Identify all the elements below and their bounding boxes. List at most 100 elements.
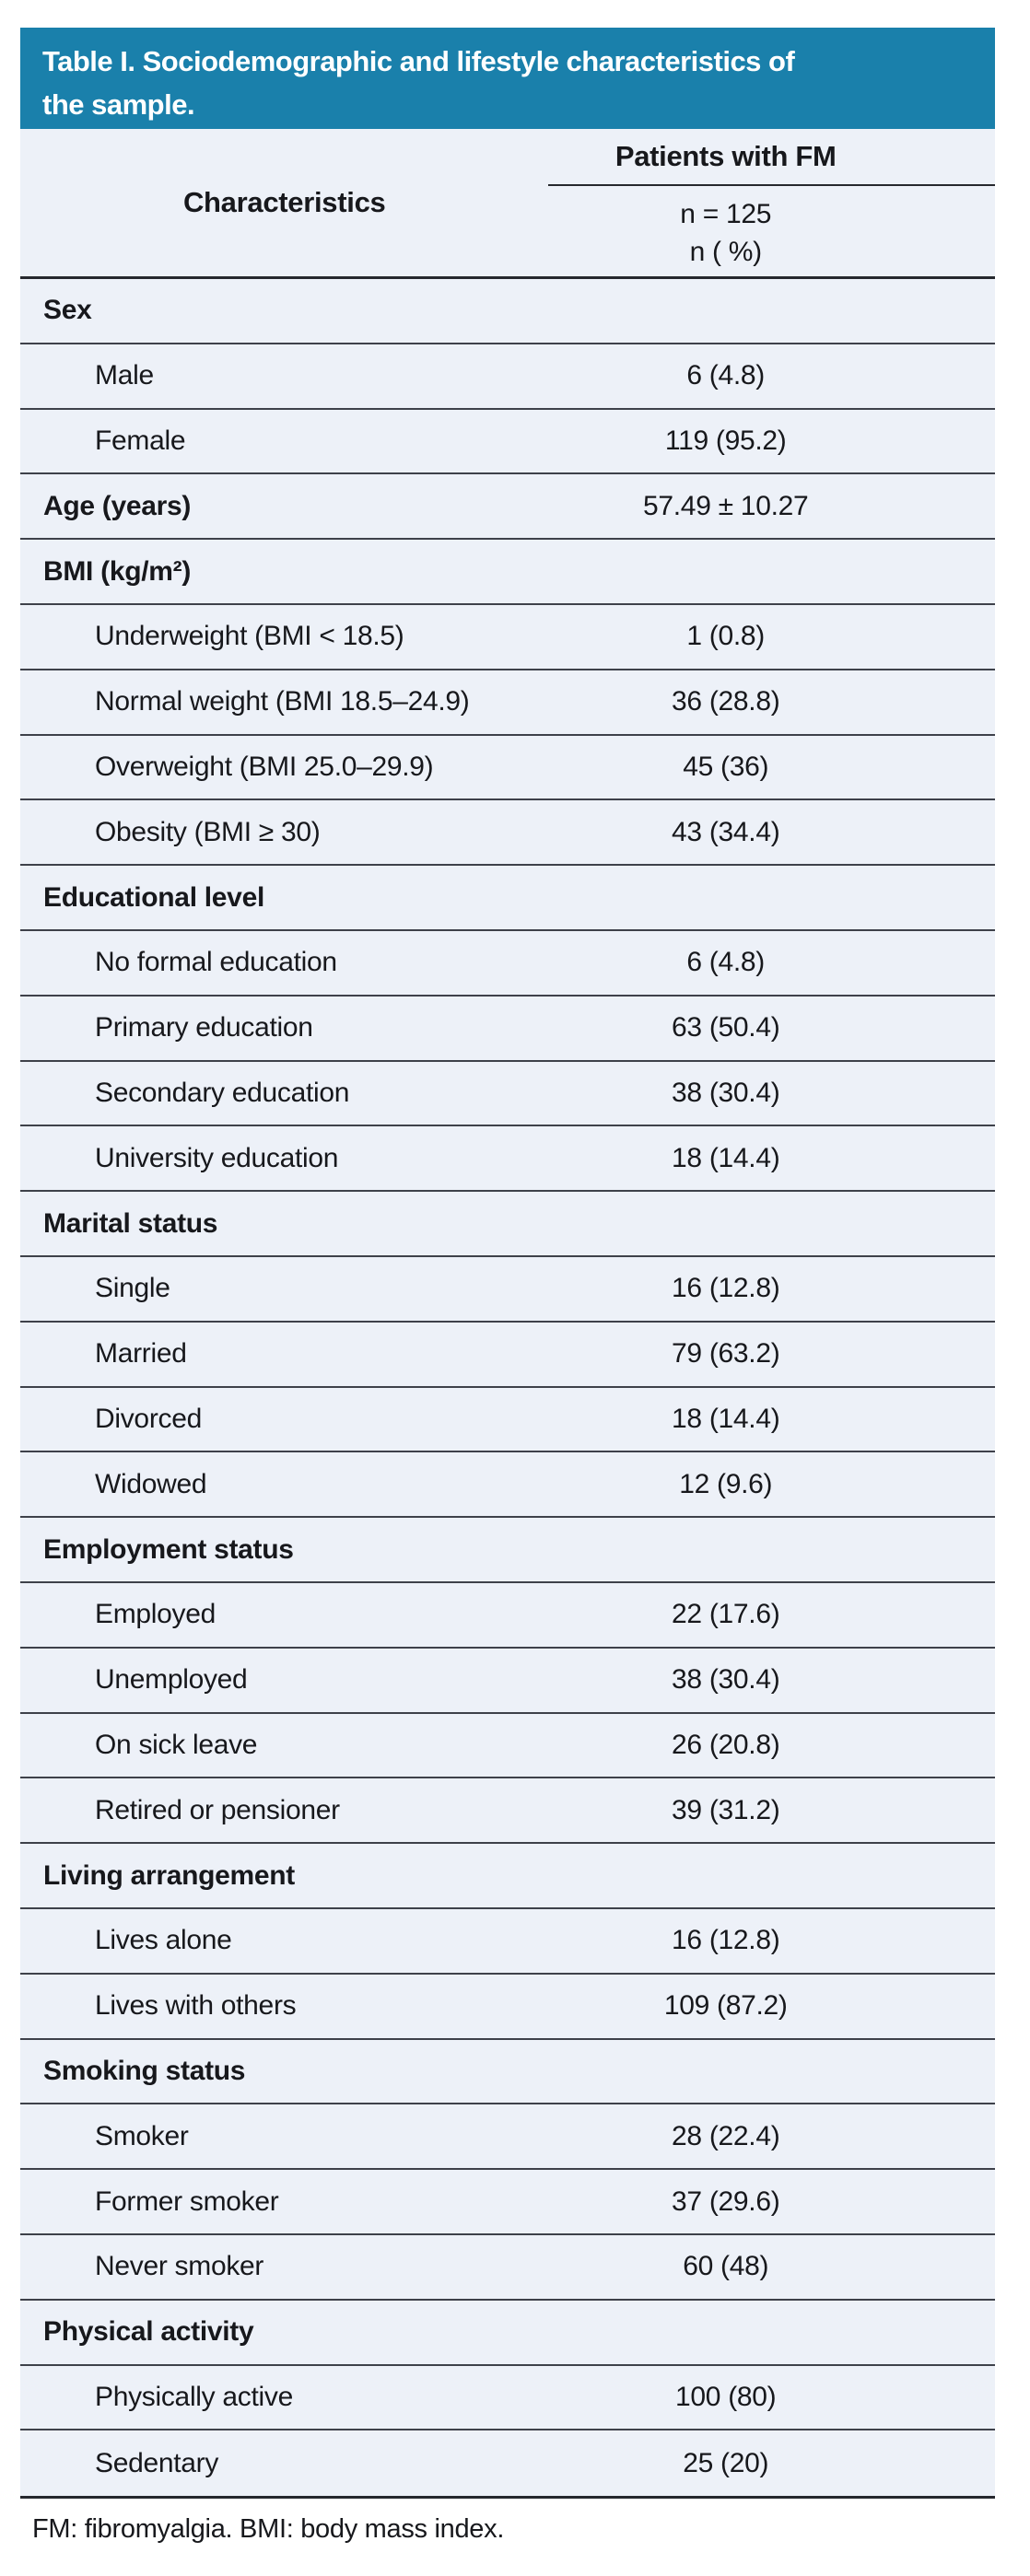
section-row: Marital status [20,1192,995,1257]
table-body: Sex Male 6 (4.8) Female 119 (95.2) Age (years… [20,279,995,2500]
row-value: 22 (17.6) [672,1599,780,1630]
section-row: Age (years) 57.49 ± 10.27 [20,474,995,541]
sample-size-label: n = 125 [680,199,772,229]
table-row: Divorced 18 (14.4) [20,1387,995,1453]
section-row: Living arrangement [20,1844,995,1909]
row-label: Lives alone [95,1925,232,1956]
table-row: Never smoker 60 (48) [20,2234,995,2301]
table-row: Normal weight (BMI 18.5–24.9) 36 (28.8) [20,670,995,736]
table-row: Single 16 (12.8) [20,1256,995,1323]
row-value: 16 (12.8) [672,1273,780,1304]
row-label: Former smoker [95,2186,279,2217]
row-value: 37 (29.6) [672,2186,780,2217]
row-label: Male [95,360,154,391]
sociodemographic-table: Table I. Sociodemographic and lifestyle … [20,28,995,2500]
n-percent-label: n ( %) [689,237,763,267]
row-label: On sick leave [95,1729,258,1760]
row-label: Age (years) [43,490,192,521]
row-label: Secondary education [95,1077,350,1108]
patients-with-fm-label: Patients with FM [614,140,837,172]
row-label: Sex [43,295,92,326]
table-row: Lives with others 109 (87.2) [20,1974,995,2040]
row-label: Divorced [95,1403,202,1434]
row-value: 38 (30.4) [672,1077,780,1108]
row-value: 36 (28.8) [672,686,780,717]
section-row: Educational level [20,866,995,931]
row-value: 63 (50.4) [672,1012,780,1043]
section-row: Physical activity [20,2300,995,2366]
table-row: Lives alone 16 (12.8) [20,1908,995,1975]
table-row: Physically active 100 (80) [20,2365,995,2431]
table-row: Smoker 28 (22.4) [20,2104,995,2171]
table-row: Unemployed 38 (30.4) [20,1648,995,1714]
table-title-line1: Table I. Sociodemographic and lifestyle … [42,45,795,77]
row-label: Retired or pensioner [95,1794,340,1825]
row-value: 18 (14.4) [672,1403,780,1434]
table-row: Sedentary 25 (20) [20,2430,995,2497]
characteristics-column-header: Characteristics [182,186,386,218]
row-value: 57.49 ± 10.27 [643,490,809,521]
table-title-line2: the sample. [42,88,195,121]
row-label: Sedentary [95,2447,219,2478]
row-label: Never smoker [95,2251,264,2282]
row-label: No formal education [95,947,337,978]
row-label: Widowed [95,1468,207,1499]
table-row: Female 119 (95.2) [20,409,995,475]
row-value: 45 (36) [683,751,769,782]
row-label: Educational level [43,881,264,913]
row-label: Physically active [95,2381,293,2412]
patients-with-fm-column-header: Patients with FM n = 125 n ( %) [548,129,995,276]
section-row: Sex [20,279,995,344]
row-label: Primary education [95,1012,313,1043]
row-label: Single [95,1273,170,1304]
row-value: 43 (34.4) [672,816,780,847]
row-value: 28 (22.4) [672,2120,780,2151]
section-row: BMI (kg/m²) [20,540,995,605]
section-row: Employment status [20,1518,995,1583]
table-row: Overweight (BMI 25.0–29.9) 45 (36) [20,735,995,801]
header-sub-rule [548,184,995,186]
row-value: 6 (4.8) [686,360,765,391]
row-label: Married [95,1338,187,1370]
table-row: Secondary education 38 (30.4) [20,1061,995,1127]
row-label: University education [95,1142,339,1173]
row-label: Female [95,425,186,456]
row-value: 38 (30.4) [672,1664,780,1696]
table-row: Retired or pensioner 39 (31.2) [20,1778,995,1845]
table-title-bar: Table I. Sociodemographic and lifestyle … [20,28,995,129]
table-row: University education 18 (14.4) [20,1126,995,1193]
section-row: Smoking status [20,2039,995,2105]
row-label: Underweight (BMI < 18.5) [95,621,404,652]
row-value: 1 (0.8) [686,621,765,652]
row-label: Marital status [43,1207,218,1239]
row-label: Obesity (BMI ≥ 30) [95,816,321,847]
row-label: Smoker [95,2120,189,2151]
row-label: Living arrangement [43,1859,295,1891]
row-label: Employment status [43,1533,294,1565]
row-label: Lives with others [95,1990,297,2022]
row-label: Normal weight (BMI 18.5–24.9) [95,686,470,717]
row-label: Unemployed [95,1664,248,1696]
row-value: 25 (20) [683,2447,769,2478]
row-value: 18 (14.4) [672,1142,780,1173]
table-row: Married 79 (63.2) [20,1322,995,1388]
row-value: 100 (80) [675,2381,777,2412]
row-label: Employed [95,1599,217,1630]
row-value: 39 (31.2) [672,1794,780,1825]
row-value: 16 (12.8) [672,1925,780,1956]
row-label: Physical activity [43,2316,254,2348]
table-row: Primary education 63 (50.4) [20,996,995,1062]
table-row: Widowed 12 (9.6) [20,1452,995,1519]
row-label: BMI (kg/m²) [43,555,192,587]
table-row: Male 6 (4.8) [20,344,995,410]
row-label: Overweight (BMI 25.0–29.9) [95,751,434,782]
row-label: Smoking status [43,2055,246,2086]
row-value: 79 (63.2) [672,1338,780,1370]
table-row: Underweight (BMI < 18.5) 1 (0.8) [20,604,995,670]
table-row: On sick leave 26 (20.8) [20,1713,995,1779]
table-row: Employed 22 (17.6) [20,1582,995,1649]
table-footnote: FM: fibromyalgia. BMI: body mass index. [32,2514,505,2544]
row-value: 12 (9.6) [679,1468,773,1499]
table-row: Obesity (BMI ≥ 30) 43 (34.4) [20,800,995,867]
